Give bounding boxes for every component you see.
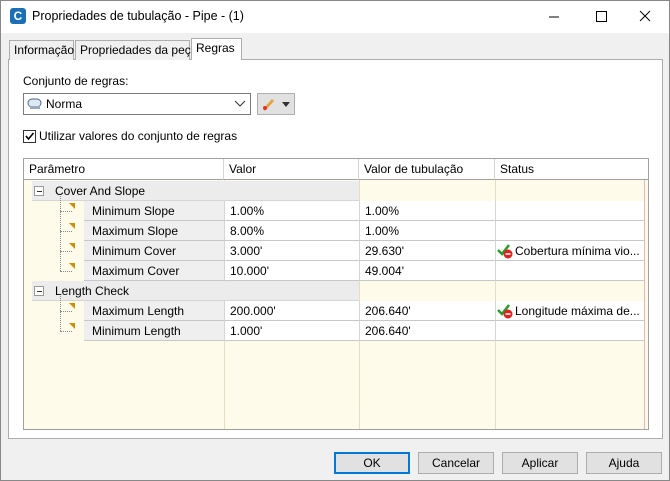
rule-set-combo[interactable]: Norma [23,93,251,115]
checkbox[interactable] [23,130,36,143]
value-cell: 3.000' [224,241,359,261]
tab[interactable]: Regras [191,38,242,60]
rule-icon [27,98,42,109]
rule-marker [69,303,75,309]
window-title: Propriedades de tubulação - Pipe - (1) [32,9,244,23]
status-cell [495,321,644,341]
pipe-value-cell: 206.640' [359,321,495,341]
expander-minus [37,191,42,192]
column-header: Valor de tubulação [359,159,495,180]
value-cell: 10.000' [224,261,359,281]
pipe-value-cell: 29.630' [359,241,495,261]
status-cell [495,241,644,261]
rule-marker [69,263,75,269]
expander-minus [37,291,42,292]
pipe-value-cell: 49.004' [359,261,495,281]
dialog-button[interactable]: OK [334,452,410,474]
parameter-cell: Minimum Cover [84,241,224,261]
status-text: Longitude máxima de... [515,304,640,318]
parameter-cell: Minimum Length [84,321,224,341]
tree-connector [60,331,72,332]
tree-connector [60,271,72,272]
parameter-cell: Maximum Slope [84,221,224,241]
rule-set-label: Conjunto de regras: [23,74,129,88]
value-cell: 1.000' [224,321,359,341]
tab[interactable]: Propriedades da peça [75,40,197,60]
check-mark [25,132,35,141]
group-row [32,181,359,201]
title-bar: C Propriedades de tubulação - Pipe - (1) [1,1,669,33]
status-cell [495,261,644,281]
tree-connector [60,231,72,232]
pipe-value-cell: 1.00% [359,221,495,241]
rule-marker [69,223,75,229]
tree-connector [60,311,72,312]
rules-grid: Parâmetro Valor Valor de tubulação Status Co… [23,158,649,430]
group-name: Cover And Slope [55,184,146,198]
checkbox-label[interactable]: Utilizar valores do conjunto de regras [39,129,238,143]
rule-marker [69,243,75,249]
status-icon [497,304,513,319]
group-name: Length Check [55,284,130,298]
value-cell: 8.00% [224,221,359,241]
dialog-button[interactable]: Cancelar [418,452,494,474]
group-row [32,281,359,301]
pipe-value-cell: 1.00% [359,201,495,221]
status-icon [497,244,513,259]
app-icon: C [10,8,26,24]
tree-line [60,196,61,271]
status-cell [495,301,644,321]
rule-marker [69,323,75,329]
parameter-cell: Minimum Slope [84,201,224,221]
column-header: Valor [224,159,359,180]
parameter-cell: Maximum Cover [84,261,224,281]
dropdown-arrow [234,100,246,107]
status-cell [495,221,644,241]
tab[interactable]: Informação [9,40,74,60]
window-controls[interactable] [541,1,669,33]
rule-edit-button[interactable] [257,93,295,115]
pipe-value-cell: 206.640' [359,301,495,321]
value-cell: 1.00% [224,201,359,221]
status-cell [495,201,644,221]
edit-icon [263,99,290,111]
dialog-button[interactable]: Ajuda [586,452,662,474]
value-cell: 200.000' [224,301,359,321]
rule-marker [69,203,75,209]
tree-connector [60,251,72,252]
parameter-cell: Maximum Length [84,301,224,321]
column-header: Status [495,159,648,180]
tree-connector [60,211,72,212]
status-text: Cobertura mínima vio... [515,244,640,258]
right-edge [644,180,645,429]
rule-set-value: Norma [46,97,83,111]
dialog-button[interactable]: Aplicar [502,452,578,474]
tree-line [60,296,61,331]
column-header: Parâmetro [24,159,224,180]
